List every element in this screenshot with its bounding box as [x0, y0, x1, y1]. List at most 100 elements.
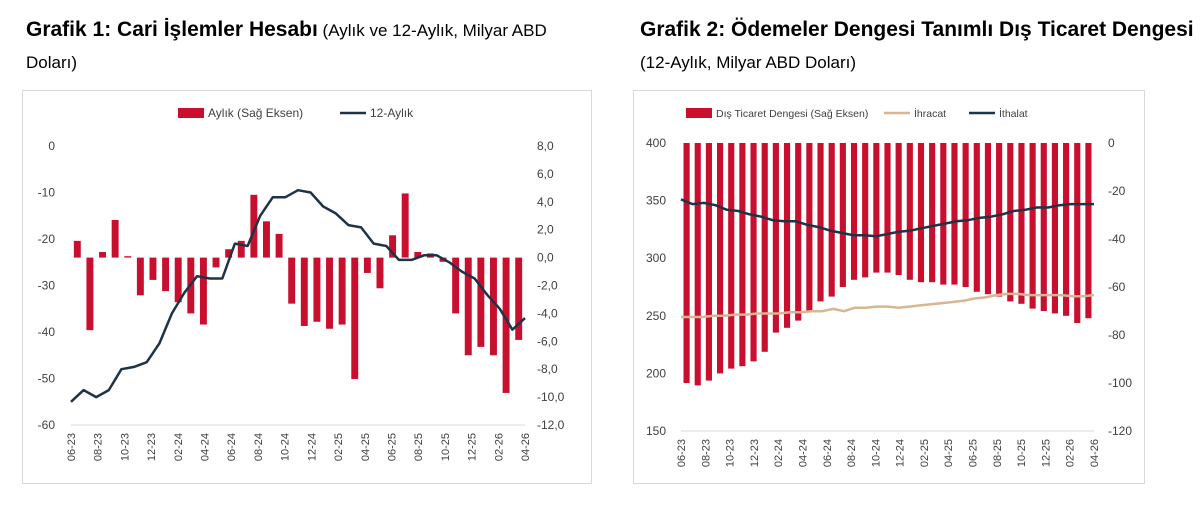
chart1-bar	[477, 257, 485, 347]
chart1-left-tick: -50	[38, 372, 56, 386]
chart2-x-tick: 12-25	[1040, 439, 1052, 467]
chart2-bar	[705, 143, 712, 381]
chart2-line-İhracat	[681, 292, 1095, 319]
chart2-left-tick: 350	[646, 194, 666, 208]
chart2-x-tick: 08-24	[846, 439, 858, 467]
chart2-bar	[1040, 143, 1047, 311]
chart2-legend-label: İhracat	[914, 107, 946, 120]
chart2-x-tick: 02-26	[1065, 439, 1077, 467]
chart1-right-tick: 4,0	[537, 195, 554, 209]
chart2-bar	[984, 143, 992, 295]
chart1-bar	[275, 233, 283, 258]
chart1-bar	[111, 219, 119, 258]
chart2-title-bold: Grafik 2: Ödemeler Dengesi Tanımlı Dış T…	[640, 18, 1194, 41]
chart1-right-tick: 8,0	[537, 139, 554, 153]
chart2-right-tick: -80	[1108, 328, 1126, 342]
chart2-title-rest: (12-Aylık, Milyar ABD Doları)	[640, 53, 857, 72]
chart2-bar	[884, 143, 891, 273]
chart1-bar	[389, 235, 397, 258]
chart2-bar	[940, 143, 947, 285]
chart1-x-tick: 02-24	[173, 433, 185, 461]
chart1-bar	[199, 257, 207, 325]
chart1-x-tick: 04-25	[360, 433, 372, 461]
chart2-bar	[817, 143, 824, 302]
chart2-bar	[772, 143, 779, 333]
chart1-title-rest: (Aylık ve 12-Aylık, Milyar ABD Doları)	[26, 21, 547, 72]
chart2-bar	[862, 143, 869, 278]
chart1-bar	[99, 252, 106, 258]
chart2-right-tick: -20	[1108, 184, 1126, 198]
chart2-left-tick: 150	[646, 424, 666, 438]
chart1-x-tick: 08-23	[93, 433, 105, 461]
chart2-bar	[694, 143, 701, 386]
chart1-right-tick: -2,0	[537, 279, 558, 293]
chart1-bar	[452, 257, 460, 314]
chart2-bar	[761, 143, 768, 352]
chart2-x-tick: 12-24	[895, 439, 907, 467]
chart1-right-tick: 2,0	[537, 223, 554, 237]
chart2-x-tick: 02-25	[919, 439, 931, 467]
chart2-bar	[828, 143, 835, 297]
chart2-right-tick: -60	[1108, 280, 1126, 294]
chart2-bar	[839, 143, 846, 287]
chart2-x-tick: 10-24	[870, 439, 882, 467]
chart1-x-tick: 10-25	[440, 433, 452, 461]
chart1-legend-label: Aylık (Sağ Eksen)	[208, 106, 303, 120]
chart2-left-tick: 250	[646, 309, 666, 323]
chart2-bar	[873, 143, 880, 273]
chart1-bar	[149, 257, 157, 280]
chart2-bar	[795, 143, 802, 321]
chart1-x-tick: 08-25	[413, 433, 425, 461]
chart1-bar	[490, 257, 497, 356]
chart2-bar	[906, 143, 913, 280]
chart1-bar	[250, 194, 258, 258]
chart1-left-tick: -40	[38, 325, 56, 339]
chart1-panel: Aylık (Sağ Eksen) 12-Aylık 0 -10 -20 -30 -40 -5…	[22, 90, 592, 484]
chart2-bar	[750, 143, 757, 362]
chart1-bar	[414, 252, 422, 258]
chart1-bar	[212, 257, 220, 268]
chart1-right-tick: -10,0	[537, 390, 565, 404]
chart2-bar	[929, 143, 936, 283]
chart1-bar	[263, 221, 270, 258]
chart2-x-tick: 06-25	[968, 439, 980, 467]
chart1-x-tick: 12-24	[306, 433, 318, 461]
chart2-bar	[951, 143, 958, 285]
chart2-bar	[739, 143, 746, 367]
chart1-left-tick: -60	[38, 418, 56, 432]
chart1-bar	[464, 257, 472, 356]
chart2-x-tick: 10-23	[725, 439, 737, 467]
chart2-bar	[683, 143, 690, 383]
chart2-right-tick: -100	[1108, 376, 1132, 390]
chart1-bar	[401, 193, 409, 258]
chart2-svg: Dış Ticaret Dengesi (Sağ Eksen) İhracat İt…	[646, 107, 1132, 467]
chart2-x-tick: 04-24	[797, 439, 809, 467]
chart2-bar	[783, 143, 791, 328]
chart1-bar	[288, 257, 296, 304]
chart1-legend-label: 12-Aylık	[370, 106, 414, 120]
chart1-bar	[174, 257, 182, 303]
chart2-legend-label: Dış Ticaret Dengesi (Sağ Eksen)	[716, 108, 868, 120]
chart1-bar	[376, 257, 384, 289]
chart1-right-tick: -12,0	[537, 418, 565, 432]
chart2-bar	[1007, 143, 1014, 302]
chart1-x-tick: 06-25	[386, 433, 398, 461]
chart1-left-tick: -30	[38, 279, 56, 293]
chart1-x-tick: 12-23	[146, 433, 158, 461]
chart1-bar	[124, 256, 132, 258]
chart2-bar	[1029, 143, 1036, 309]
chart1-x-tick: 06-24	[226, 433, 238, 461]
chart1-bar	[515, 257, 523, 340]
chart2-bar	[850, 143, 858, 280]
chart1-legend-bar-swatch	[178, 108, 204, 118]
chart1-bar	[237, 240, 245, 258]
chart2-title: Grafik 2: Ödemeler Dengesi Tanımlı Dış T…	[640, 14, 1195, 79]
chart1-bar	[502, 257, 510, 393]
chart1-bar	[86, 257, 94, 331]
chart1-left-tick: -20	[38, 232, 56, 246]
chart1-right-tick: -8,0	[537, 362, 558, 376]
chart2-x-tick: 12-23	[749, 439, 761, 467]
chart2-bar	[728, 143, 735, 369]
chart2-bar	[962, 143, 969, 287]
chart1-bar	[326, 257, 333, 329]
